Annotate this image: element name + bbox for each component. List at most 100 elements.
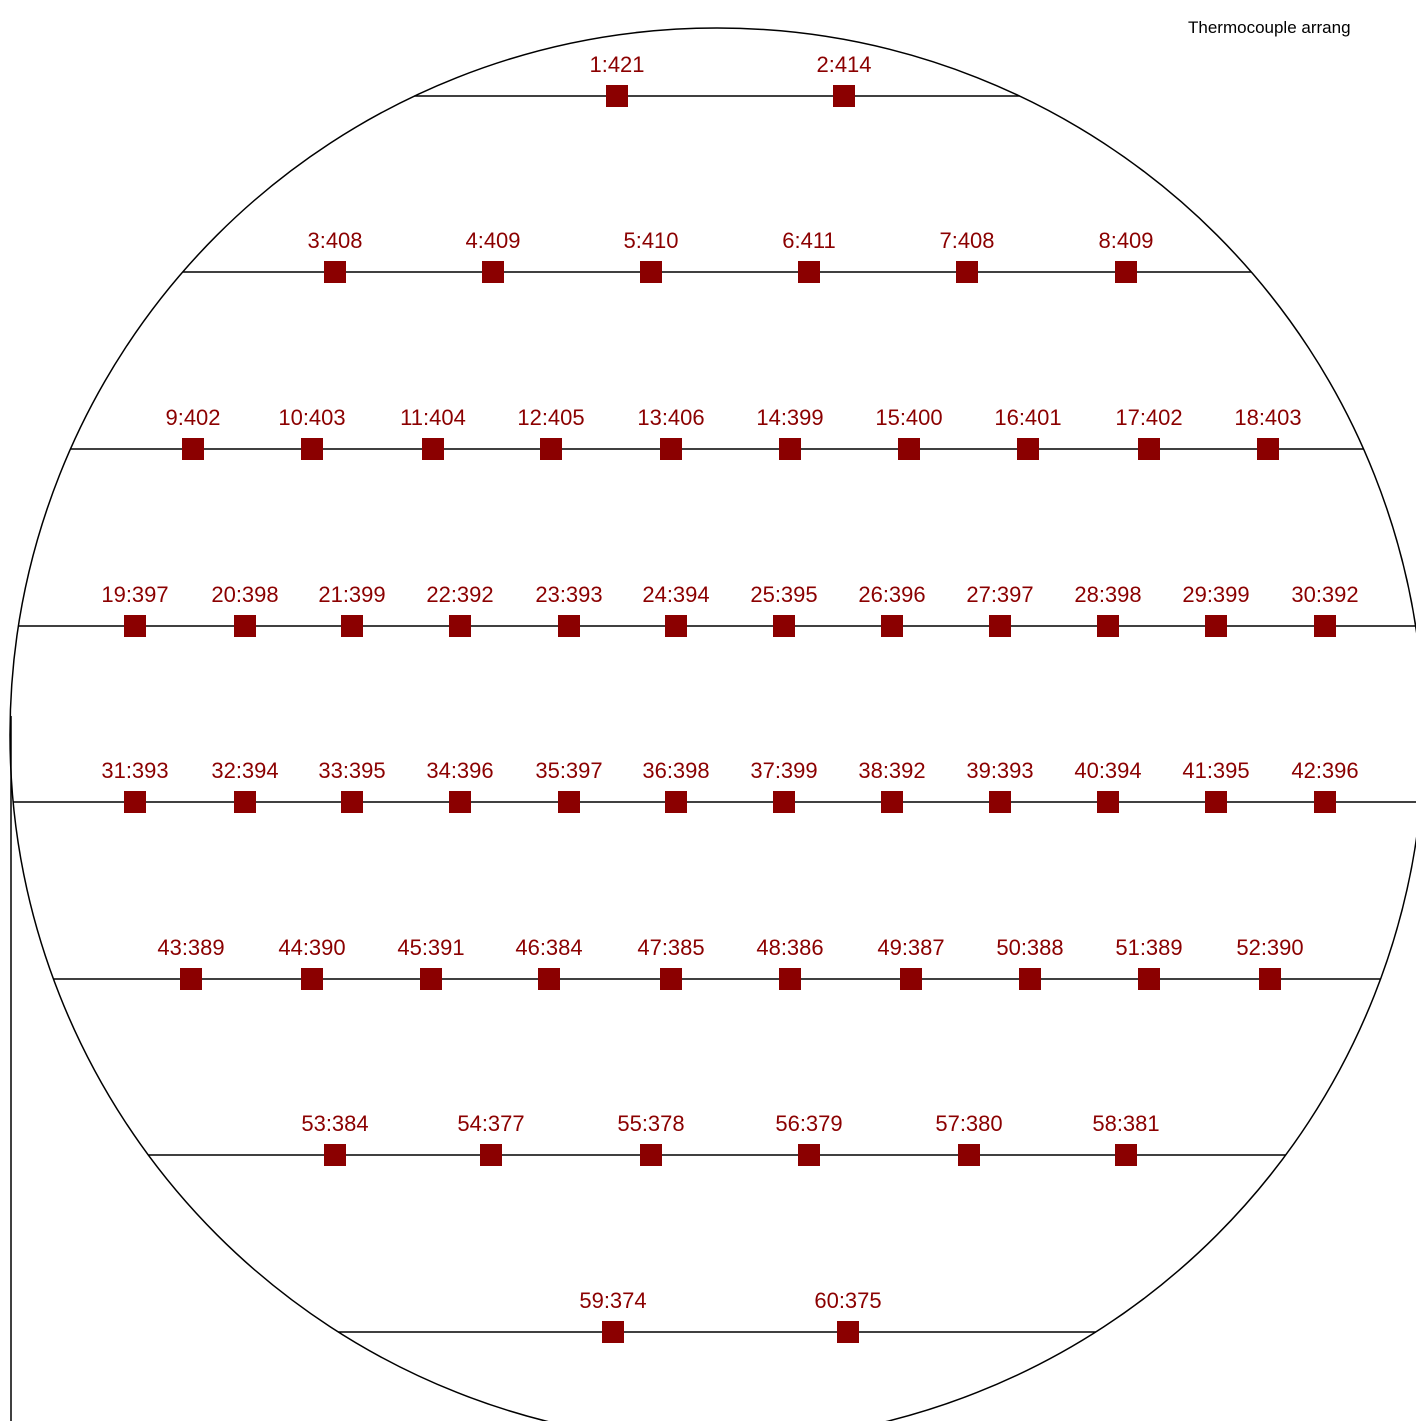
thermocouple-label: 39:393: [966, 758, 1033, 783]
thermocouple-59: 59:374: [579, 1288, 647, 1343]
thermocouple-marker: [640, 1144, 662, 1166]
thermocouple-label: 1:421: [589, 52, 644, 77]
thermocouple-label: 56:379: [775, 1111, 842, 1136]
thermocouple-1: 1:421: [589, 52, 645, 107]
thermocouple-38: 38:392: [858, 758, 926, 813]
thermocouple-label: 22:392: [426, 582, 493, 607]
thermocouple-label: 38:392: [858, 758, 925, 783]
thermocouple-marker: [1205, 791, 1227, 813]
thermocouple-35: 35:397: [535, 758, 603, 813]
thermocouple-label: 21:399: [318, 582, 385, 607]
thermocouple-29: 29:399: [1182, 582, 1250, 637]
thermocouple-label: 9:402: [165, 405, 220, 430]
thermocouple-marker: [449, 615, 471, 637]
thermocouple-label: 48:386: [756, 935, 823, 960]
thermocouple-marker: [606, 85, 628, 107]
thermocouple-13: 13:406: [637, 405, 705, 460]
thermocouple-marker: [301, 438, 323, 460]
thermocouple-marker: [958, 1144, 980, 1166]
thermocouple-15: 15:400: [875, 405, 943, 460]
thermocouple-label: 42:396: [1291, 758, 1358, 783]
thermocouple-marker: [124, 791, 146, 813]
thermocouple-label: 20:398: [211, 582, 278, 607]
thermocouple-label: 27:397: [966, 582, 1033, 607]
thermocouple-label: 4:409: [465, 228, 520, 253]
thermocouple-label: 32:394: [211, 758, 278, 783]
thermocouple-marker: [480, 1144, 502, 1166]
thermocouple-28: 28:398: [1074, 582, 1142, 637]
thermocouple-marker: [1115, 261, 1137, 283]
thermocouple-marker: [341, 615, 363, 637]
thermocouple-label: 31:393: [101, 758, 168, 783]
thermocouple-label: 37:399: [750, 758, 817, 783]
thermocouple-37: 37:399: [750, 758, 818, 813]
thermocouple-4: 4:409: [465, 228, 521, 283]
thermocouple-marker: [798, 261, 820, 283]
thermocouple-label: 33:395: [318, 758, 385, 783]
thermocouple-label: 30:392: [1291, 582, 1358, 607]
thermocouple-label: 43:389: [157, 935, 224, 960]
thermocouple-30: 30:392: [1291, 582, 1359, 637]
thermocouple-22: 22:392: [426, 582, 494, 637]
thermocouple-55: 55:378: [617, 1111, 685, 1166]
thermocouple-label: 24:394: [642, 582, 709, 607]
thermocouple-label: 57:380: [935, 1111, 1002, 1136]
thermocouple-label: 26:396: [858, 582, 925, 607]
thermocouple-label: 55:378: [617, 1111, 684, 1136]
thermocouple-label: 50:388: [996, 935, 1063, 960]
thermocouple-marker: [837, 1321, 859, 1343]
thermocouple-34: 34:396: [426, 758, 494, 813]
thermocouple-40: 40:394: [1074, 758, 1142, 813]
thermocouple-marker: [773, 615, 795, 637]
thermocouple-marker: [956, 261, 978, 283]
thermocouple-marker: [540, 438, 562, 460]
sensor-layer: 1:421 2:414 3:408 4:409 5:410 6:411 7:408 8:409…: [101, 52, 1359, 1343]
thermocouple-marker: [422, 438, 444, 460]
thermocouple-marker: [558, 615, 580, 637]
thermocouple-label: 44:390: [278, 935, 345, 960]
thermocouple-20: 20:398: [211, 582, 279, 637]
thermocouple-label: 23:393: [535, 582, 602, 607]
thermocouple-marker: [301, 968, 323, 990]
thermocouple-marker: [989, 791, 1011, 813]
thermocouple-label: 28:398: [1074, 582, 1141, 607]
thermocouple-marker: [665, 615, 687, 637]
thermocouple-36: 36:398: [642, 758, 710, 813]
thermocouple-label: 35:397: [535, 758, 602, 783]
thermocouple-marker: [234, 791, 256, 813]
thermocouple-label: 49:387: [877, 935, 944, 960]
thermocouple-marker: [182, 438, 204, 460]
thermocouple-44: 44:390: [278, 935, 346, 990]
thermocouple-marker: [989, 615, 1011, 637]
thermocouple-9: 9:402: [165, 405, 221, 460]
thermocouple-marker: [665, 791, 687, 813]
thermocouple-label: 16:401: [994, 405, 1061, 430]
thermocouple-27: 27:397: [966, 582, 1034, 637]
thermocouple-label: 5:410: [623, 228, 678, 253]
thermocouple-marker: [660, 968, 682, 990]
thermocouple-label: 13:406: [637, 405, 704, 430]
thermocouple-marker: [558, 791, 580, 813]
thermocouple-marker: [640, 261, 662, 283]
thermocouple-marker: [779, 968, 801, 990]
thermocouple-label: 11:404: [400, 405, 466, 430]
thermocouple-marker: [773, 791, 795, 813]
thermocouple-marker: [234, 615, 256, 637]
thermocouple-label: 6:411: [782, 228, 835, 253]
thermocouple-marker: [881, 791, 903, 813]
thermocouple-label: 2:414: [816, 52, 871, 77]
thermocouple-6: 6:411: [782, 228, 836, 283]
thermocouple-label: 46:384: [515, 935, 582, 960]
thermocouple-39: 39:393: [966, 758, 1034, 813]
thermocouple-marker: [538, 968, 560, 990]
thermocouple-label: 14:399: [756, 405, 823, 430]
thermocouple-11: 11:404: [400, 405, 466, 460]
thermocouple-50: 50:388: [996, 935, 1064, 990]
thermocouple-58: 58:381: [1092, 1111, 1160, 1166]
thermocouple-label: 58:381: [1092, 1111, 1159, 1136]
thermocouple-24: 24:394: [642, 582, 710, 637]
thermocouple-label: 52:390: [1236, 935, 1303, 960]
thermocouple-marker: [779, 438, 801, 460]
thermocouple-53: 53:384: [301, 1111, 369, 1166]
thermocouple-label: 36:398: [642, 758, 709, 783]
